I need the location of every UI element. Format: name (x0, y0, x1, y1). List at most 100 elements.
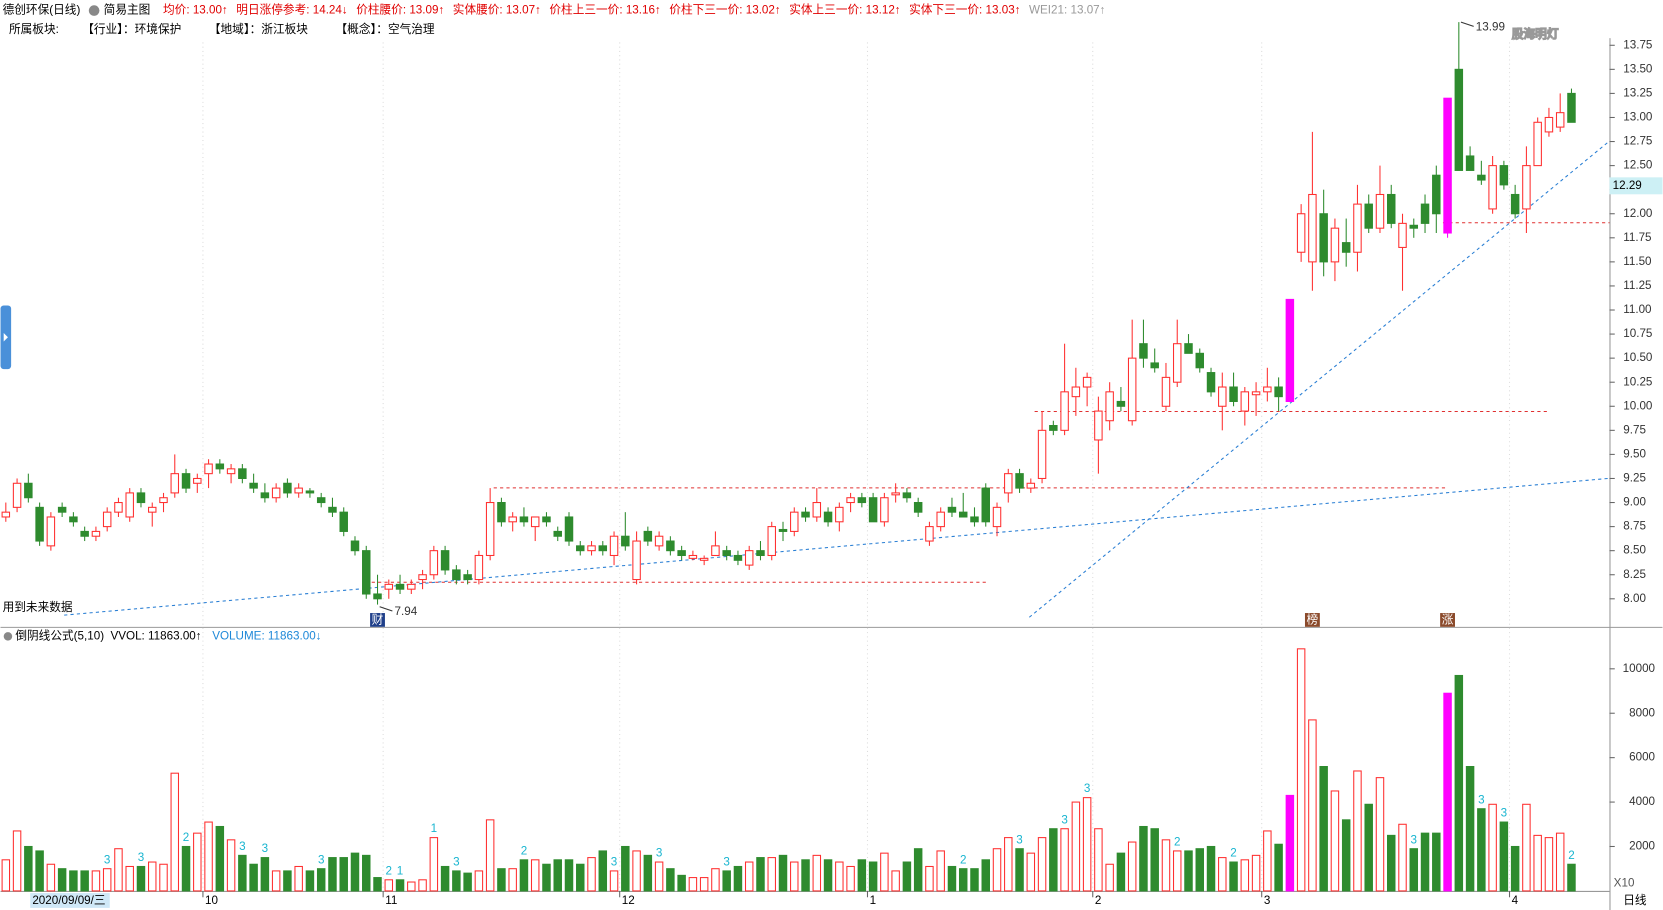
volume-bar (1195, 848, 1205, 892)
y-tick-label: 13.25 (1623, 86, 1652, 99)
candle-body (609, 535, 619, 557)
y2-tick-label: 10000 (1623, 662, 1656, 675)
candle-body (1533, 121, 1542, 167)
candle-body (249, 482, 258, 489)
volume-bar (1082, 797, 1092, 892)
volume-bar (249, 863, 258, 892)
candle-body (1004, 473, 1013, 494)
volume-flag: 1 (431, 822, 437, 835)
volume-flag: 1 (397, 864, 403, 877)
candle-body (170, 473, 180, 494)
candle-body (1432, 174, 1441, 215)
candle-body (136, 492, 146, 504)
volume-bar (1184, 850, 1193, 892)
volume-bar (1544, 837, 1554, 892)
x-tick-label: 12 (622, 894, 635, 907)
candle-body (1454, 68, 1464, 171)
candle-body (564, 516, 574, 542)
volume-bar (1420, 832, 1430, 892)
volume-bar (1263, 830, 1272, 892)
candle-body (1071, 386, 1081, 398)
x-tick-label: 11 (385, 894, 397, 907)
y-tick-label: 12.75 (1623, 135, 1652, 148)
volume-value: VOLUME: 11863.00↓ (212, 629, 321, 642)
volume-flag: 3 (1084, 782, 1090, 795)
volume-bar (1488, 803, 1497, 892)
candle-body (846, 497, 855, 504)
candle-body (1116, 400, 1126, 407)
volume-bar (1015, 848, 1024, 892)
volume-bar (69, 870, 78, 892)
candle-body (204, 463, 213, 475)
volume-bar (260, 857, 270, 892)
y-tick-label: 12.00 (1623, 207, 1653, 220)
sector: 【概念】：空气治理 (336, 22, 435, 36)
candle-body (1544, 116, 1554, 133)
y2-tick-label: 2000 (1629, 840, 1655, 853)
period-label[interactable]: 日线 (1623, 893, 1647, 907)
candle-body (1285, 298, 1295, 402)
volume-bar (91, 870, 101, 892)
candle-body (857, 497, 867, 504)
volume-bar (1, 859, 11, 892)
volume-bar (24, 845, 33, 892)
volume-bar (654, 861, 664, 892)
y-tick-label: 8.00 (1623, 592, 1646, 605)
candle-body (1341, 242, 1351, 253)
volume-flag: 2 (183, 831, 189, 844)
volume-bar (362, 854, 371, 892)
volume-bar (1522, 803, 1531, 892)
volume-bar (1218, 857, 1227, 892)
candle-body (1251, 391, 1261, 396)
y-tick-label: 10.00 (1623, 399, 1653, 412)
volume-bar (114, 848, 123, 892)
volume-bar (452, 870, 461, 892)
volume-bar (35, 850, 44, 892)
volume-bar (80, 870, 89, 892)
candle-body (1240, 391, 1250, 412)
indicator: 均价: 13.00↑ (163, 4, 228, 17)
candle-body (1060, 391, 1069, 431)
x-tick-label: 3 (1264, 894, 1270, 907)
volume-bar (981, 859, 990, 892)
last-price: 12.29 (1613, 179, 1642, 192)
volume-bar (339, 857, 348, 892)
candle-body (508, 516, 517, 523)
candle-body (519, 516, 529, 523)
candle-body (328, 506, 337, 513)
volume-bar (553, 859, 562, 892)
candle-body (1218, 386, 1227, 407)
volume-bar (238, 854, 247, 892)
candle-body (260, 492, 270, 499)
volume-bar (958, 868, 968, 892)
volume-bar (1454, 674, 1464, 892)
y-tick-label: 13.00 (1623, 111, 1653, 124)
volume-bar (1432, 832, 1441, 892)
candle-body (373, 593, 382, 600)
candle-body (1319, 213, 1328, 263)
candle-body (868, 497, 878, 523)
candle-body (1026, 482, 1036, 489)
volume-bar (125, 865, 134, 892)
candle-body (643, 530, 653, 542)
candle-body (1172, 343, 1182, 383)
cursor-date: 2020/09/09/三 (32, 894, 105, 907)
candle-body (812, 502, 822, 518)
candle-body (1409, 224, 1419, 229)
volume-bar (1319, 766, 1328, 892)
volume-flag: 2 (960, 853, 966, 866)
volume-bar (598, 850, 608, 892)
candle-body (384, 583, 394, 590)
volume-flag: 3 (723, 856, 729, 869)
volume-bar (880, 852, 889, 892)
volume-flag: 3 (453, 856, 459, 869)
candle-body (936, 511, 945, 528)
candle-body (598, 545, 608, 552)
volume-bar (1004, 837, 1013, 892)
candle-body (835, 506, 844, 523)
volume-bar (193, 832, 202, 892)
last-price-box (1609, 177, 1663, 195)
volume-bar (733, 865, 743, 892)
volume-bar (1116, 852, 1126, 892)
candle-body (305, 490, 315, 494)
